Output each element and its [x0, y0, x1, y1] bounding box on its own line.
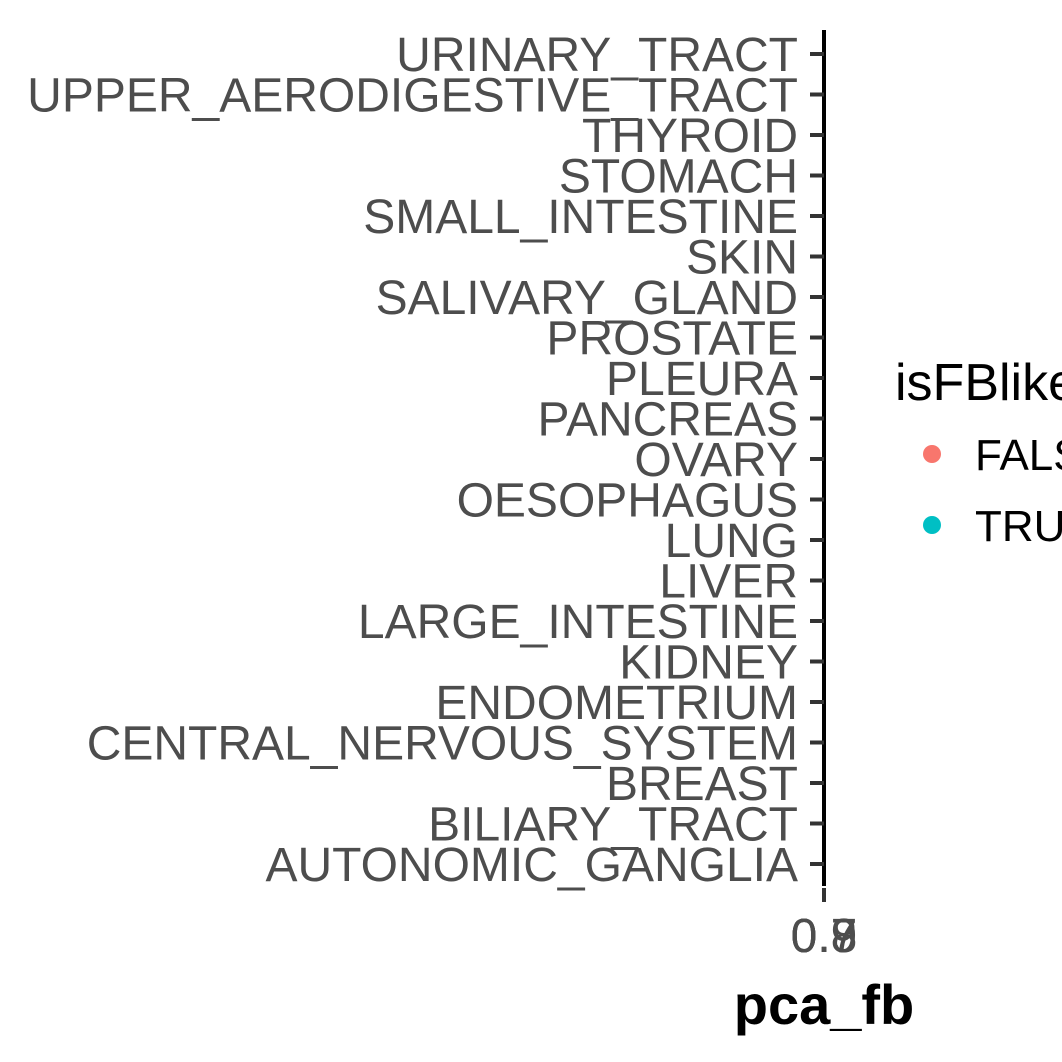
- y-tick-label: LUNG: [665, 515, 798, 568]
- y-tick-label: OESOPHAGUS: [457, 475, 798, 528]
- legend-title: isFBlike: [895, 354, 1062, 412]
- y-tick-label: SKIN: [686, 232, 798, 285]
- y-tick-label: BREAST: [606, 758, 798, 811]
- y-tick-label: ENDOMETRIUM: [435, 677, 798, 730]
- x-tick-label: 0.8: [791, 910, 858, 963]
- y-tick-label: UPPER_AERODIGESTIVE_TRACT: [27, 70, 798, 123]
- legend-label: TRUE: [975, 502, 1062, 551]
- legend: isFBlike FALSE TRUE: [895, 354, 1062, 551]
- y-tick-label: KIDNEY: [619, 637, 798, 690]
- y-tick-label: STOMACH: [559, 151, 798, 204]
- y-tick-label: PROSTATE: [546, 313, 798, 366]
- x-axis: 0.70.80.9 pca_fb: [734, 888, 915, 1036]
- y-axis: URINARY_TRACTUPPER_AERODIGESTIVE_TRACTTH…: [27, 29, 826, 892]
- y-tick-label: BILIARY_TRACT: [428, 799, 798, 852]
- y-tick-label: URINARY_TRACT: [396, 29, 798, 82]
- legend-key: [923, 516, 941, 534]
- y-tick-label: LARGE_INTESTINE: [358, 596, 798, 649]
- x-axis-title: pca_fb: [734, 973, 915, 1036]
- y-tick-label: AUTONOMIC_GANGLIA: [265, 839, 798, 892]
- y-tick-label: SALIVARY_GLAND: [376, 272, 798, 325]
- x-tick-label: 0.9: [791, 910, 858, 963]
- y-tick-label: THYROID: [582, 110, 798, 163]
- legend-items: FALSE TRUE: [923, 431, 1062, 551]
- y-tick-label: OVARY: [634, 434, 798, 487]
- y-tick-label: PANCREAS: [537, 394, 798, 447]
- legend-label: FALSE: [975, 431, 1062, 480]
- y-tick-labels: URINARY_TRACTUPPER_AERODIGESTIVE_TRACTTH…: [27, 29, 798, 892]
- x-tick-label: 0.7: [791, 910, 858, 963]
- y-tick-label: LIVER: [659, 556, 798, 609]
- y-tick-label: SMALL_INTESTINE: [363, 191, 798, 244]
- y-tick-label: PLEURA: [606, 353, 798, 406]
- y-tick-label: CENTRAL_NERVOUS_SYSTEM: [87, 718, 798, 771]
- x-tick-labels: 0.70.80.9: [791, 910, 858, 963]
- y-ticks: [810, 52, 824, 866]
- legend-key: [923, 445, 941, 463]
